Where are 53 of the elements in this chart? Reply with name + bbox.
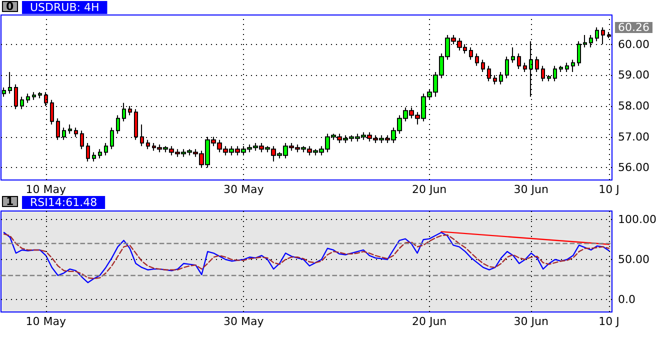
candlestick — [146, 139, 150, 150]
candlestick — [80, 130, 84, 150]
candlestick — [517, 53, 521, 70]
chart-title: USDRUB: 4H — [30, 1, 100, 14]
candlestick — [68, 124, 72, 134]
candlestick — [20, 96, 24, 110]
candlestick — [92, 152, 96, 162]
candlestick — [2, 86, 6, 98]
candlestick — [104, 142, 108, 156]
candlestick — [116, 114, 120, 134]
x-tick-label: 10 J — [598, 183, 620, 196]
y-tick-label: 60.00 — [618, 38, 650, 51]
chart-title: RSI14:61.48 — [30, 196, 98, 209]
x-tick-label: 10 May — [26, 315, 67, 328]
candlestick — [559, 65, 563, 73]
y-tick-label: 58.00 — [618, 99, 650, 112]
x-tick-label: 10 May — [26, 183, 67, 196]
candlestick — [86, 142, 90, 162]
candlestick — [511, 46, 515, 64]
candlestick — [571, 59, 575, 73]
candlestick — [32, 92, 36, 100]
x-tick-label: 10 J — [598, 315, 620, 328]
y-tick-label: 56.00 — [618, 161, 650, 174]
text: 1 — [6, 195, 14, 208]
text: 0 — [6, 0, 14, 13]
candlestick — [595, 26, 599, 42]
candlestick — [481, 59, 485, 73]
x-tick-label: 20 Jun — [412, 315, 447, 328]
y-tick-label: 57.00 — [618, 130, 650, 144]
candlestick — [110, 127, 114, 150]
candlestick — [38, 92, 42, 99]
candlestick — [505, 56, 509, 79]
candlestick — [499, 72, 503, 85]
y-tick-label: 59.00 — [618, 68, 650, 82]
candlestick — [523, 62, 527, 73]
candlestick — [475, 53, 479, 66]
candlestick — [50, 99, 54, 125]
candlestick — [469, 46, 473, 60]
x-tick-label: 30 May — [223, 315, 264, 328]
x-tick-label: 20 Jun — [412, 183, 447, 196]
y-tick-label: 100.00 — [618, 213, 656, 226]
x-tick-label: 30 Jun — [514, 183, 548, 196]
candlestick — [74, 127, 78, 138]
candlestick — [140, 124, 144, 147]
y-tick-label: 50.00 — [618, 253, 650, 266]
text: 60.26 — [618, 21, 650, 34]
y-tick-label: 0.0 — [618, 292, 636, 306]
candlestick — [98, 148, 102, 159]
x-tick-label: 30 May — [223, 183, 264, 196]
candlestick — [26, 93, 30, 104]
candlestick — [535, 56, 539, 73]
candlestick — [565, 62, 569, 73]
x-tick-label: 30 Jun — [514, 315, 548, 328]
